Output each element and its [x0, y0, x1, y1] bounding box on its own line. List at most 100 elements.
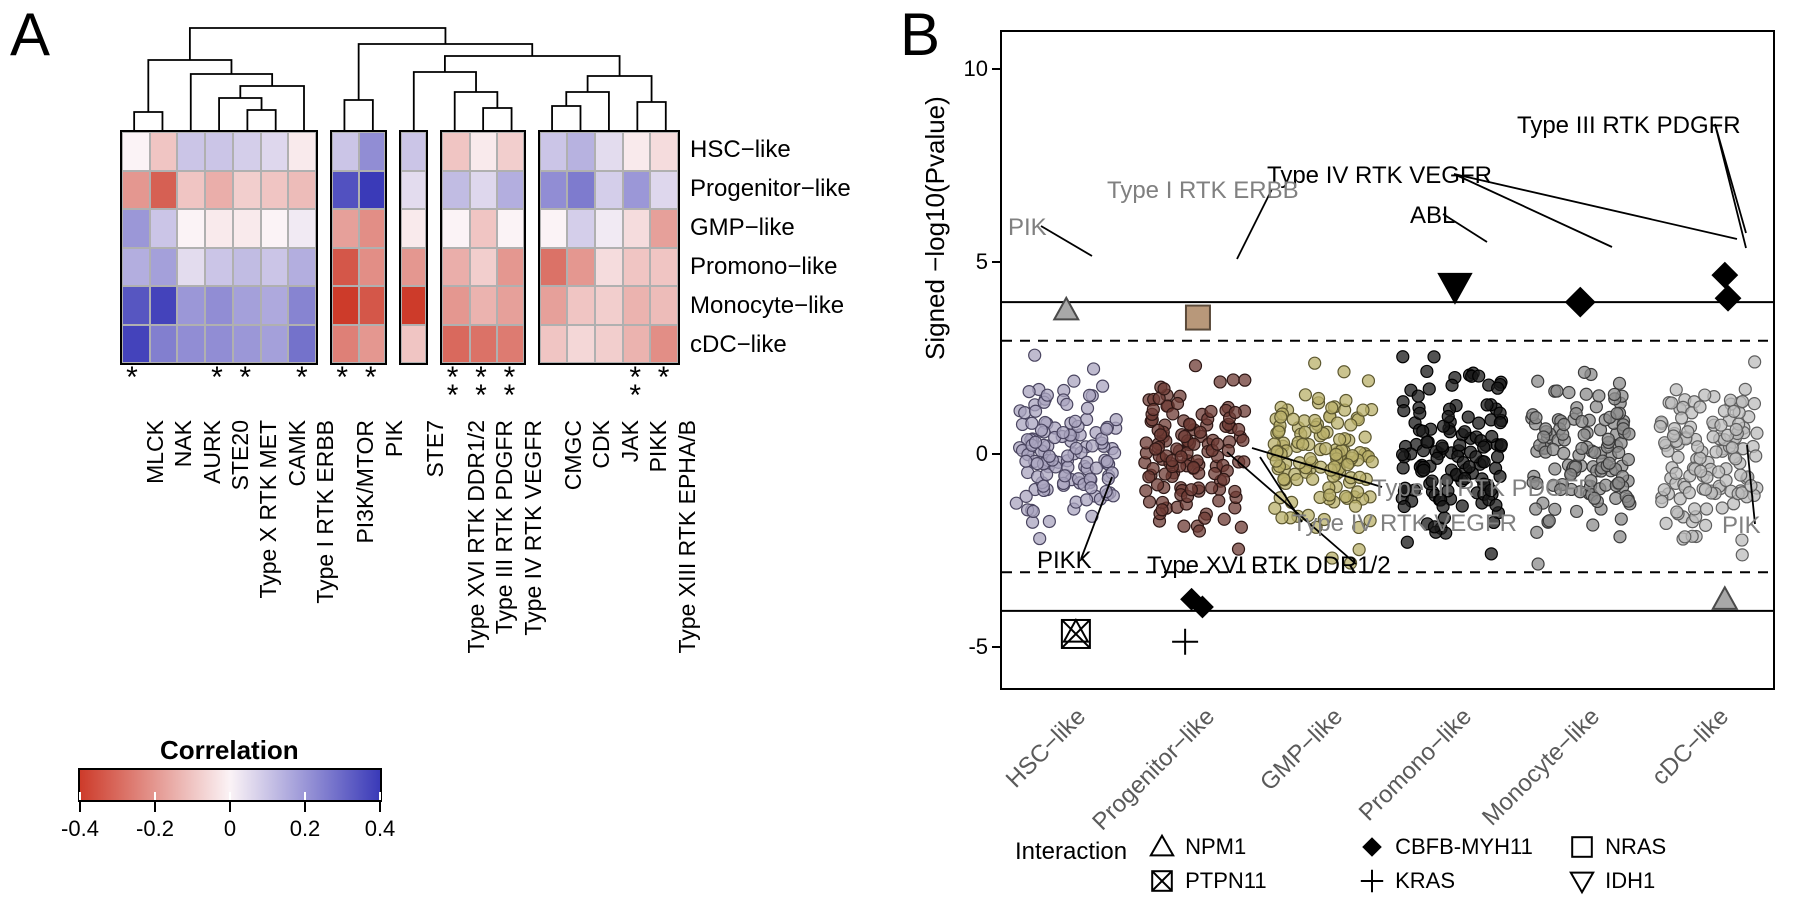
heatmap-cell: [261, 209, 289, 248]
heatmap-cell: [595, 171, 623, 210]
heatmap-cell: [470, 248, 497, 287]
heatmap-cell: [650, 132, 678, 171]
heatmap-cell: [261, 171, 289, 210]
heatmap-cell: [470, 286, 497, 325]
heatmap-cell: [650, 286, 678, 325]
heatmap-cell: [470, 132, 497, 171]
panel-b: Signed −log10(Pvalue) -50510 Type III RT…: [900, 0, 1800, 902]
y-tick-label: 10: [964, 56, 988, 82]
legend-item-label: IDH1: [1605, 868, 1655, 894]
significance-star: *: [296, 366, 308, 390]
heatmap-cell: [540, 286, 568, 325]
heatmap-cell: [261, 248, 289, 287]
heatmap-cell: [359, 171, 385, 210]
heatmap-cell: [288, 132, 316, 171]
plot-annotation: PIKK: [1037, 547, 1092, 575]
plot-annotation: Type I RTK ERBB: [1107, 177, 1299, 205]
heatmap-cell: [497, 171, 524, 210]
panel-a-column-labels: MLCKNAKAURKSTE20Type X RTK METCAMKType I…: [120, 420, 680, 720]
heatmap-cell: [122, 248, 150, 287]
panel-b-x-categories: HSC−likeProgenitor−likeGMP−likePromono−l…: [1000, 695, 1775, 815]
heatmap-cell: [332, 325, 358, 364]
legend-item-label: CBFB-MYH11: [1395, 834, 1533, 860]
heatmap-cell: [567, 248, 595, 287]
significance-star: *: [211, 366, 223, 390]
heatmap-cell: [177, 132, 205, 171]
heatmap-cell: [623, 132, 651, 171]
heatmap-cell: [595, 209, 623, 248]
significance-star: *: [239, 366, 251, 390]
heatmap-cell: [595, 132, 623, 171]
legend-item: NPM1: [1147, 830, 1357, 864]
heatmap-cell: [177, 171, 205, 210]
heatmap-cell: [401, 325, 426, 364]
panel-a-significance-stars: ***************: [120, 366, 680, 416]
significance-star: *: [336, 366, 348, 390]
heatmap-cell: [540, 171, 568, 210]
heatmap-cell: [401, 248, 426, 287]
heatmap-cluster: [330, 130, 387, 365]
legend-item-label: NRAS: [1605, 834, 1666, 860]
panel-a: HSC−likeProgenitor−likeGMP−likePromono−l…: [60, 0, 900, 902]
significance-star: *: [504, 384, 516, 408]
heatmap-cell: [205, 171, 233, 210]
heatmap-cell: [497, 132, 524, 171]
heatmap-cell: [233, 171, 261, 210]
plot-annotation: PIK: [1722, 512, 1761, 540]
panel-a-dendrogram: [120, 20, 680, 130]
y-tick-label: 5: [976, 249, 988, 275]
heatmap-cell: [359, 209, 385, 248]
plot-annotation: ABL: [1410, 202, 1455, 230]
heatmap-cell: [497, 286, 524, 325]
row-label: Progenitor−like: [690, 175, 851, 203]
heatmap-cell: [623, 325, 651, 364]
column-label: Type I RTK ERBB: [312, 420, 339, 720]
legend-marker-icon: [1357, 832, 1387, 862]
column-label: CAMK: [284, 420, 311, 720]
figure-root: A HSC−likeProgenitor−likeGMP−likePromono…: [0, 0, 1800, 902]
heatmap-cell: [470, 171, 497, 210]
column-label: Type X RTK MET: [255, 420, 282, 720]
heatmap-cell: [122, 132, 150, 171]
colorbar-tick-label: 0.2: [290, 816, 321, 842]
heatmap-cell: [623, 248, 651, 287]
heatmap-cell: [623, 209, 651, 248]
column-label: PIK: [381, 420, 408, 720]
plot-annotation: Type III RTK PDGFR: [1372, 475, 1596, 503]
heatmap-cell: [401, 171, 426, 210]
legend-marker-icon: [1567, 866, 1597, 896]
column-label: STE7: [422, 420, 449, 720]
heatmap-cell: [442, 248, 469, 287]
legend-marker-icon: [1567, 832, 1597, 862]
heatmap-cell: [623, 286, 651, 325]
column-label: Type XIII RTK EPHA/B: [674, 420, 701, 720]
panel-b-plot-area: Type III RTK PDGFRType IV RTK VEGFRType …: [1000, 30, 1775, 690]
heatmap-cell: [623, 171, 651, 210]
heatmap-cell: [650, 171, 678, 210]
panel-b-y-axis-label: Signed −log10(Pvalue): [920, 96, 951, 360]
heatmap-cell: [470, 209, 497, 248]
colorbar-tick-label: 0.4: [365, 816, 396, 842]
plot-annotation: Type XVI RTK DDR1/2: [1147, 552, 1391, 580]
heatmap-cell: [497, 325, 524, 364]
heatmap-cell: [595, 248, 623, 287]
heatmap-cluster: [120, 130, 318, 365]
heatmap-cell: [497, 248, 524, 287]
heatmap-cell: [122, 325, 150, 364]
heatmap-cell: [288, 209, 316, 248]
heatmap-cell: [595, 325, 623, 364]
heatmap-cell: [442, 286, 469, 325]
heatmap-cell: [150, 248, 178, 287]
row-label: HSC−like: [690, 136, 851, 164]
column-label: PIKK: [645, 420, 672, 720]
heatmap-cell: [177, 286, 205, 325]
legend-item-label: KRAS: [1395, 868, 1455, 894]
heatmap-cell: [540, 248, 568, 287]
heatmap-cell: [359, 325, 385, 364]
heatmap-cell: [288, 248, 316, 287]
heatmap-cell: [233, 286, 261, 325]
heatmap-cell: [540, 209, 568, 248]
panel-a-heatmap: [120, 130, 680, 365]
legend-marker-icon: [1357, 866, 1387, 896]
heatmap-cell: [233, 209, 261, 248]
